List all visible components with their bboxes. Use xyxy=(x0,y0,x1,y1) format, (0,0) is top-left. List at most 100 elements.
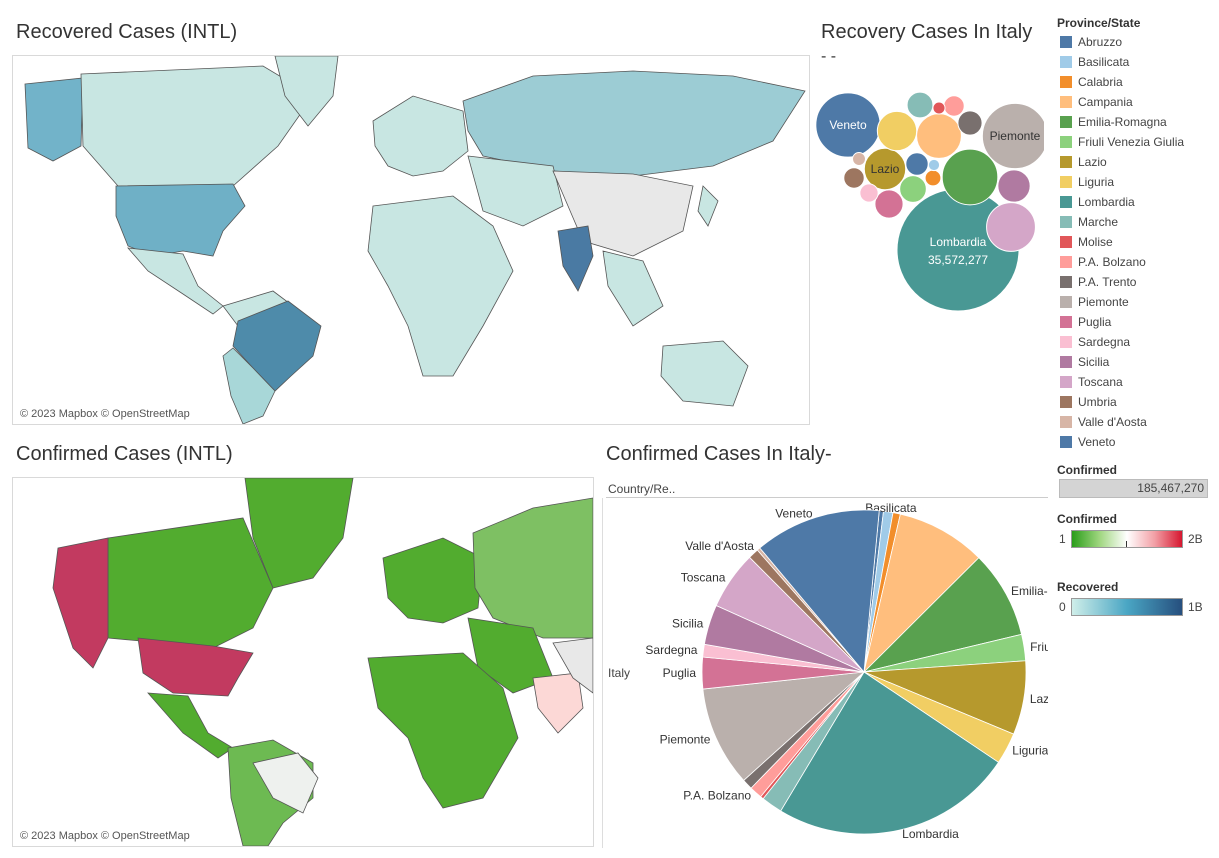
legend-swatch xyxy=(1060,336,1072,348)
confirmed-size-bar: 185,467,270 xyxy=(1059,479,1208,498)
legend-label: Valle d'Aosta xyxy=(1078,415,1147,429)
bubble-lazio[interactable] xyxy=(863,147,907,191)
bubble-marche[interactable] xyxy=(906,91,934,119)
confirmed-world-map[interactable]: © 2023 Mapbox © OpenStreetMap xyxy=(12,477,594,847)
legend-item[interactable]: Liguria xyxy=(1060,173,1114,191)
confirmed-italy-title: Confirmed Cases In Italy- xyxy=(606,443,832,465)
legend-item[interactable]: P.A. Trento xyxy=(1060,273,1136,291)
pie-slice-lombardia[interactable] xyxy=(780,671,1000,835)
bubble-p-a-trento[interactable] xyxy=(957,110,983,136)
legend-label: P.A. Trento xyxy=(1078,275,1137,289)
legend-swatch xyxy=(1060,216,1072,228)
pie-label: Toscana xyxy=(681,571,726,585)
legend-item[interactable]: Veneto xyxy=(1060,433,1115,451)
bubble-liguria[interactable] xyxy=(876,110,918,152)
recovered-color-ramp xyxy=(1071,598,1183,616)
legend-item[interactable]: Basilicata xyxy=(1060,53,1129,71)
legend-label: Abruzzo xyxy=(1078,35,1123,49)
legend-item[interactable]: Emilia-Romagna xyxy=(1060,113,1167,131)
confirmed-color-legend-title: Confirmed xyxy=(1057,512,1117,526)
map-canada xyxy=(107,517,274,649)
bubble-emilia-romagna[interactable] xyxy=(941,148,999,206)
legend-label: Veneto xyxy=(1078,435,1116,449)
legend-item[interactable]: Abruzzo xyxy=(1060,33,1122,51)
bubble-friuli-venezia-giulia[interactable] xyxy=(899,175,927,203)
map-australia xyxy=(660,340,749,407)
confirmed-color-tick xyxy=(1126,541,1127,547)
bubble-abruzzo[interactable] xyxy=(905,152,929,176)
pie-slice-piemonte[interactable] xyxy=(702,671,866,781)
bubble-puglia[interactable] xyxy=(874,189,904,219)
bubble-basilicata[interactable] xyxy=(927,158,941,172)
bubble-toscana[interactable] xyxy=(986,202,1036,252)
bubble-molise[interactable] xyxy=(932,101,946,115)
bubble-campania[interactable] xyxy=(916,113,962,159)
legend-item[interactable]: Valle d'Aosta xyxy=(1060,413,1147,431)
legend-item[interactable]: Toscana xyxy=(1060,373,1123,391)
map-mexico xyxy=(127,247,224,315)
legend-swatch xyxy=(1060,436,1072,448)
confirmed-size-legend-title: Confirmed xyxy=(1057,463,1117,477)
recovered-map-svg xyxy=(24,56,806,424)
legend-item[interactable]: Sardegna xyxy=(1060,333,1130,351)
bubble-calabria[interactable] xyxy=(924,169,942,187)
legend-label: Calabria xyxy=(1078,75,1123,89)
legend-item[interactable]: Campania xyxy=(1060,93,1133,111)
legend-item[interactable]: Molise xyxy=(1060,233,1113,251)
recovery-italy-title: Recovery Cases In Italy xyxy=(821,21,1033,43)
pie-left-rule xyxy=(602,498,603,848)
map-greenland xyxy=(244,478,354,589)
legend-item[interactable]: Umbria xyxy=(1060,393,1117,411)
legend-item[interactable]: Lombardia xyxy=(1060,193,1135,211)
pie-label: Emilia-Romagna xyxy=(1011,584,1048,598)
pie-column-header: Country/Re.. xyxy=(608,482,676,496)
legend-item[interactable]: Calabria xyxy=(1060,73,1123,91)
confirmed-map-svg xyxy=(52,478,593,846)
map-middle-east xyxy=(467,617,554,694)
map-greenland xyxy=(274,56,339,127)
legend-item[interactable]: Puglia xyxy=(1060,313,1111,331)
legend-label: Campania xyxy=(1078,95,1133,109)
recovered-map-attribution[interactable]: © 2023 Mapbox © OpenStreetMap xyxy=(20,408,190,420)
map-europe xyxy=(372,95,469,177)
confirmed-map-attribution[interactable]: © 2023 Mapbox © OpenStreetMap xyxy=(20,830,190,842)
pie-label: Puglia xyxy=(663,666,697,680)
legend-label: Friuli Venezia Giulia xyxy=(1078,135,1185,149)
bubble-umbria[interactable] xyxy=(843,167,865,189)
legend-item[interactable]: Piemonte xyxy=(1060,293,1129,311)
legend-swatch xyxy=(1060,36,1072,48)
legend-swatch xyxy=(1060,416,1072,428)
bubble-sicilia[interactable] xyxy=(997,169,1031,203)
bubble-p-a-bolzano[interactable] xyxy=(943,95,965,117)
map-usa xyxy=(137,637,254,697)
legend-swatch xyxy=(1060,256,1072,268)
recovery-italy-bubble-chart[interactable]: Lombardia 35,572,277 Veneto Piemonte Lazio xyxy=(812,82,1044,312)
pie-slice-campania[interactable] xyxy=(863,513,980,674)
pie-slice-veneto[interactable] xyxy=(759,509,880,673)
legend-item[interactable]: P.A. Bolzano xyxy=(1060,253,1146,271)
recovered-world-map[interactable]: © 2023 Mapbox © OpenStreetMap xyxy=(12,55,810,425)
bubble-piemonte[interactable] xyxy=(981,102,1044,170)
legend-swatch xyxy=(1060,276,1072,288)
recovered-color-max: 1B xyxy=(1188,600,1203,614)
legend-label: Liguria xyxy=(1078,175,1115,189)
pie-label: Sardegna xyxy=(645,643,697,657)
legend-swatch xyxy=(1060,296,1072,308)
pie-label: Veneto xyxy=(775,507,813,521)
map-canada xyxy=(80,65,314,192)
map-south-america-south xyxy=(222,347,276,424)
map-china xyxy=(552,637,593,694)
legend-item[interactable]: Marche xyxy=(1060,213,1118,231)
legend-swatch xyxy=(1060,376,1072,388)
legend-item[interactable]: Friuli Venezia Giulia xyxy=(1060,133,1184,151)
pie-label: Lombardia xyxy=(902,827,959,841)
bubble-sardegna[interactable] xyxy=(859,183,879,203)
map-india xyxy=(532,672,584,734)
bubble-valle-d-aosta[interactable] xyxy=(852,152,866,166)
map-usa xyxy=(115,183,246,257)
legend-item[interactable]: Sicilia xyxy=(1060,353,1109,371)
map-brazil xyxy=(232,300,322,392)
legend-item[interactable]: Lazio xyxy=(1060,153,1107,171)
bubble-label: Lombardia xyxy=(930,235,987,249)
